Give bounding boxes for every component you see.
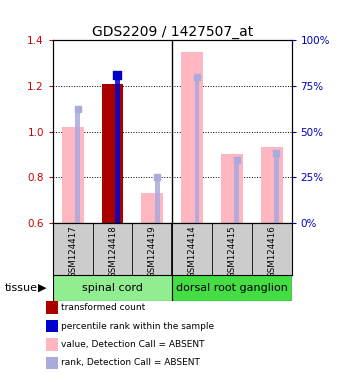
Title: GDS2209 / 1427507_at: GDS2209 / 1427507_at [92,25,253,39]
Bar [53,275,172,301]
Text: rank, Detection Call = ABSENT: rank, Detection Call = ABSENT [61,358,200,367]
Text: GSM124415: GSM124415 [227,225,236,278]
Point [115,71,120,78]
Point [154,174,160,180]
Bar [274,153,279,223]
Bar [221,154,243,223]
Bar [102,84,123,223]
Text: GSM124419: GSM124419 [148,225,157,278]
Point [234,157,239,163]
Text: percentile rank within the sample: percentile rank within the sample [61,321,214,331]
Text: tissue: tissue [5,283,38,293]
Bar [155,177,160,223]
Point [194,74,199,80]
Text: ▶: ▶ [38,283,46,293]
Bar [261,147,283,223]
Text: transformed count: transformed count [61,303,146,312]
Text: dorsal root ganglion: dorsal root ganglion [176,283,288,293]
Text: spinal cord: spinal cord [82,283,143,293]
Bar [75,109,80,223]
Text: GSM124416: GSM124416 [267,225,276,278]
Bar [142,193,163,223]
Bar [172,275,292,301]
Bar [62,127,84,223]
Bar [181,52,203,223]
Text: value, Detection Call = ABSENT: value, Detection Call = ABSENT [61,340,205,349]
Bar [194,77,199,223]
Point [274,150,279,156]
Text: GSM124414: GSM124414 [188,225,197,278]
Point [75,106,80,112]
Text: GSM124418: GSM124418 [108,225,117,278]
Text: GSM124417: GSM124417 [68,225,77,278]
Bar [234,160,239,223]
Bar [115,74,120,223]
